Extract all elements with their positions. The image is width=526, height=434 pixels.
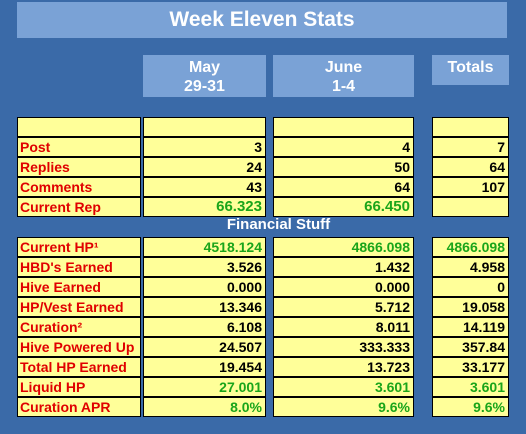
cell-may-post: 3: [143, 137, 266, 157]
section-label-financial: Financial Stuff: [226, 216, 331, 233]
cell-june-hive-earned: 0.000: [273, 277, 414, 297]
blank-cell: [143, 117, 266, 137]
cell-may-current-hp: 4518.124: [143, 237, 266, 257]
cell-may-hp-vest-earned: 13.346: [143, 297, 266, 317]
cell-may-hive-powered-up: 24.507: [143, 337, 266, 357]
header-may-month: May: [188, 59, 221, 76]
cell-june-post: 4: [273, 137, 414, 157]
header-june-dates: 1-4: [331, 78, 356, 95]
row-label-total-hp-earned: Total HP Earned: [17, 357, 141, 377]
cell-total-hive-earned: 0: [432, 277, 509, 297]
cell-june-hbd-earned: 1.432: [273, 257, 414, 277]
header-totals-label: Totals: [447, 59, 494, 76]
cell-june-hp-vest-earned: 5.712: [273, 297, 414, 317]
cell-total-liquid-hp: 3.601: [432, 377, 509, 397]
header-may: May 29-31: [143, 55, 266, 97]
cell-total-replies: 64: [432, 157, 509, 177]
cell-total-hbd-earned: 4.958: [432, 257, 509, 277]
cell-total-curation-apr: 9.6%: [432, 397, 509, 417]
row-label-replies: Replies: [17, 157, 141, 177]
row-label-post: Post: [17, 137, 141, 157]
cell-june-current-rep: 66.450: [273, 197, 414, 217]
header-june: June 1-4: [273, 55, 414, 97]
cell-may-curation: 6.108: [143, 317, 266, 337]
header-totals: Totals: [432, 55, 509, 85]
row-label-comments: Comments: [17, 177, 141, 197]
blank-cell: [17, 117, 141, 137]
cell-may-hive-earned: 0.000: [143, 277, 266, 297]
row-label-hbd-earned: HBD's Earned: [17, 257, 141, 277]
cell-total-comments: 107: [432, 177, 509, 197]
row-label-liquid-hp: Liquid HP: [17, 377, 141, 397]
cell-may-liquid-hp: 27.001: [143, 377, 266, 397]
row-label-hive-earned: Hive Earned: [17, 277, 141, 297]
cell-june-current-hp: 4866.098: [273, 237, 414, 257]
header-june-month: June: [324, 59, 363, 76]
row-label-curation-apr: Curation APR: [17, 397, 141, 417]
cell-may-comments: 43: [143, 177, 266, 197]
row-label-hive-powered-up: Hive Powered Up: [17, 337, 141, 357]
cell-june-total-hp-earned: 13.723: [273, 357, 414, 377]
cell-total-post: 7: [432, 137, 509, 157]
cell-total-total-hp-earned: 33.177: [432, 357, 509, 377]
row-label-curation: Curation²: [17, 317, 141, 337]
cell-june-curation-apr: 9.6%: [273, 397, 414, 417]
cell-may-hbd-earned: 3.526: [143, 257, 266, 277]
blank-cell: [273, 117, 414, 137]
cell-june-replies: 50: [273, 157, 414, 177]
cell-total-hive-powered-up: 357.84: [432, 337, 509, 357]
cell-june-liquid-hp: 3.601: [273, 377, 414, 397]
cell-june-comments: 64: [273, 177, 414, 197]
cell-may-total-hp-earned: 19.454: [143, 357, 266, 377]
cell-june-hive-powered-up: 333.333: [273, 337, 414, 357]
header-may-dates: 29-31: [184, 78, 225, 95]
cell-june-curation: 8.011: [273, 317, 414, 337]
cell-total-hp-vest-earned: 19.058: [432, 297, 509, 317]
cell-total-current-rep: [432, 197, 509, 217]
row-label-hp-vest-earned: HP/Vest Earned: [17, 297, 141, 317]
page-title: Week Eleven Stats: [17, 2, 507, 38]
cell-total-curation: 14.119: [432, 317, 509, 337]
cell-total-current-hp: 4866.098: [432, 237, 509, 257]
blank-cell: [432, 117, 509, 137]
cell-may-curation-apr: 8.0%: [143, 397, 266, 417]
row-label-current-hp: Current HP¹: [17, 237, 141, 257]
cell-may-replies: 24: [143, 157, 266, 177]
cell-may-current-rep: 66.323: [143, 197, 266, 217]
row-label-current-rep: Current Rep: [17, 197, 141, 217]
